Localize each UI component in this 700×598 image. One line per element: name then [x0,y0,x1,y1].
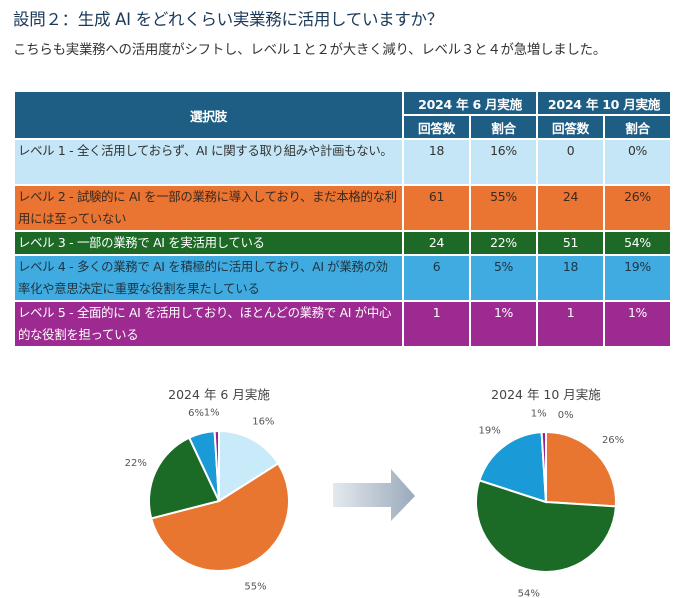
pie-slice [218,429,280,503]
table-row: レベル 5 - 全面的に AI を活用しており、ほとんどの業務で AI が中心的… [13,300,672,348]
choice-cell: レベル 2 - 試験的に AI を一部の業務に導入しており、まだ本格的な利用には… [13,184,404,232]
june-ratio-cell: 5% [469,254,538,302]
june-count-cell: 1 [402,300,471,348]
pie-data-label: 0% [558,410,574,421]
october-count-cell: 24 [536,184,605,232]
header-october-count: 回答数 [536,114,605,140]
june-count-cell: 6 [402,254,471,302]
table-row: レベル 2 - 試験的に AI を一部の業務に導入しており、まだ本格的な利用には… [13,184,672,232]
pie-slice [478,431,548,504]
header-october-ratio: 割合 [603,114,672,140]
pie-data-label: 1% [204,407,220,418]
october-ratio-cell: 1% [603,300,672,348]
header-june: 2024 年 6 月実施 [402,90,538,116]
pie-data-label: 19% [478,425,500,436]
lead-paragraph: こちらも実業務への活用度がシフトし、レベル１と２が大きく減り、レベル３と４が急増… [13,43,607,58]
pie-data-label: 16% [252,416,274,427]
pie-data-label: 54% [518,588,540,598]
october-ratio-cell: 54% [603,230,672,256]
october-ratio-cell: 26% [603,184,672,232]
october-ratio-cell: 0% [603,138,672,186]
pie-title: 2024 年 6 月実施 [168,387,270,402]
pie-slice [148,436,221,520]
pie-data-label: 6% [188,408,204,419]
pie-slice [545,430,617,508]
october-count-cell: 0 [536,138,605,186]
choice-cell: レベル 4 - 多くの業務で AI を積極的に活用しており、AI が業務の効率化… [13,254,404,302]
table-row: レベル 1 - 全く活用しておらず、AI に関する取り組みや計画もない。 18 16… [13,138,672,186]
june-count-cell: 24 [402,230,471,256]
pie-data-label: 1% [531,408,547,419]
pie-slice [149,462,290,572]
choice-cell: レベル 1 - 全く活用しておらず、AI に関する取り組みや計画もない。 [13,138,404,186]
june-count-cell: 18 [402,138,471,186]
october-count-cell: 51 [536,230,605,256]
pie-slice [213,429,220,502]
page-title: 設問２：生成 AI をどれくらい実業務に活用していますか？ [13,10,443,29]
choice-cell: レベル 3 - 一部の業務で AI を実活用している [13,230,404,256]
pie-slice [540,430,547,503]
pie-title: 2024 年 10 月実施 [491,387,601,402]
header-choice: 選択肢 [13,90,404,140]
june-ratio-cell: 1% [469,300,538,348]
choice-cell: レベル 5 - 全面的に AI を活用しており、ほとんどの業務で AI が中心的… [13,300,404,348]
pie-data-label: 22% [125,458,147,469]
pie-data-label: 55% [244,581,266,592]
header-june-ratio: 割合 [469,114,538,140]
table-row: レベル 4 - 多くの業務で AI を積極的に活用しており、AI が業務の効率化… [13,254,672,302]
june-ratio-cell: 55% [469,184,538,232]
right-arrow-icon [333,469,415,521]
header-june-count: 回答数 [402,114,471,140]
results-table: 選択肢 2024 年 6 月実施 2024 年 10 月実施 回答数 割合 回答… [13,90,672,348]
june-count-cell: 61 [402,184,471,232]
june-ratio-cell: 16% [469,138,538,186]
pie-data-label: 26% [602,435,624,446]
october-count-cell: 1 [536,300,605,348]
table-row: レベル 3 - 一部の業務で AI を実活用している 24 22% 51 54% [13,230,672,256]
october-count-cell: 18 [536,254,605,302]
header-october: 2024 年 10 月実施 [536,90,672,116]
october-ratio-cell: 19% [603,254,672,302]
june-ratio-cell: 22% [469,230,538,256]
pie-slice [475,479,617,573]
